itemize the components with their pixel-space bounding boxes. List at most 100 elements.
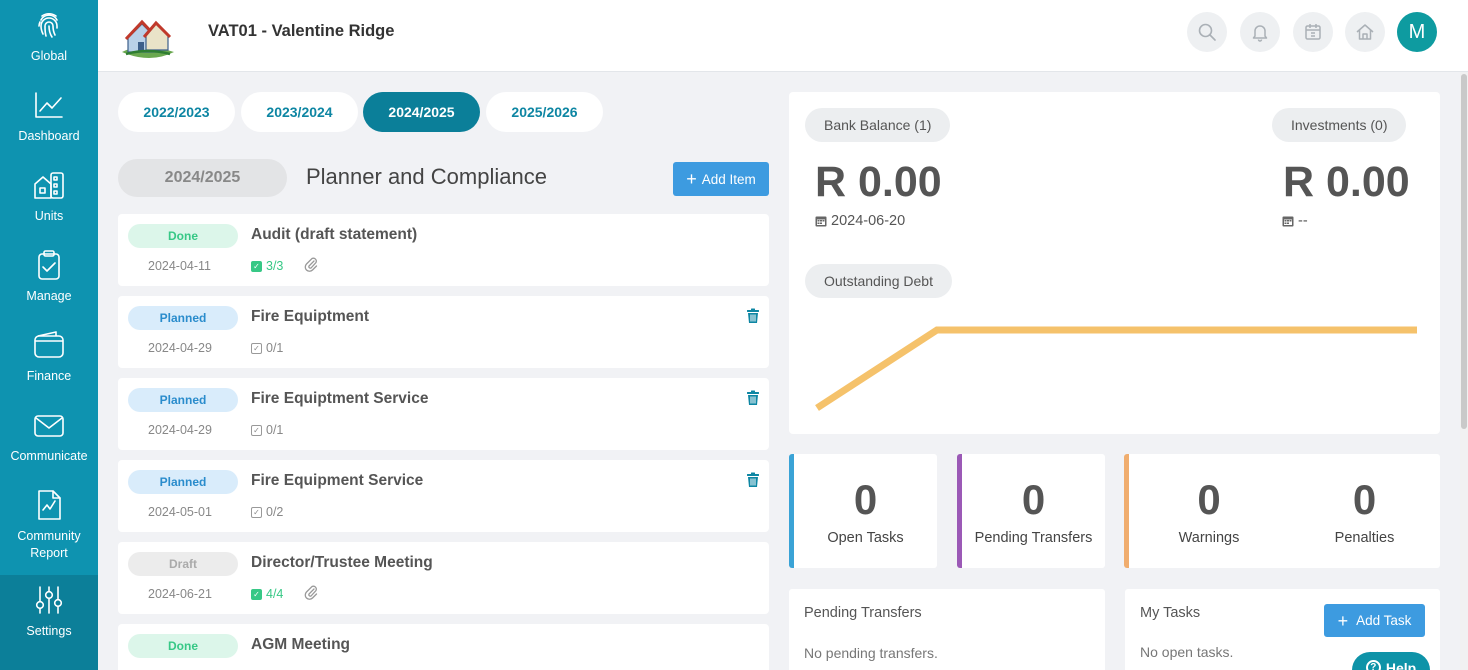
sidebar-item-settings[interactable]: Settings (0, 575, 98, 670)
warnings-stat[interactable]: 0 Warnings (1129, 454, 1289, 568)
calendar-icon (1305, 24, 1321, 40)
status-badge: Planned (128, 470, 238, 494)
sidebar-item-manage[interactable]: Manage (0, 240, 98, 320)
add-task-button[interactable]: + Add Task (1324, 604, 1425, 637)
bell-icon (1252, 25, 1268, 42)
outstanding-debt-pill[interactable]: Outstanding Debt (805, 264, 952, 298)
sidebar-item-label: Communicate (10, 449, 88, 463)
checklist-count: 3/3 (266, 259, 284, 273)
checklist-count: 0/2 (266, 505, 284, 519)
planner-item-name: Director/Trustee Meeting (251, 554, 433, 571)
stat-label: Penalties (1334, 530, 1395, 546)
planner-item[interactable]: Done AGM Meeting (118, 624, 769, 670)
sidebar-item-label: Finance (26, 369, 72, 383)
penalties-stat[interactable]: 0 Penalties (1289, 454, 1440, 568)
checklist-count: 0/1 (266, 341, 284, 355)
help-label: Help (1385, 660, 1417, 670)
empty-message: No open tasks. (1140, 644, 1234, 660)
checklist-progress: ✓ 0/2 (251, 505, 283, 519)
checkbox-icon: ✓ (251, 260, 262, 272)
sidebar: Global Dashboard Units Manage Finance Co… (0, 0, 98, 670)
tab-year-2024-2025[interactable]: 2024/2025 (363, 92, 480, 132)
sidebar-item-dashboard[interactable]: Dashboard (0, 80, 98, 160)
sidebar-item-global[interactable]: Global (0, 0, 98, 80)
planner-item-name: Audit (draft statement) (251, 226, 418, 243)
estate-logo (122, 19, 174, 58)
checkbox-icon: ✓ (251, 506, 262, 518)
pending-transfers-panel: Pending Transfers No pending transfers. (789, 589, 1105, 670)
planner-item-name: Fire Equiptment (251, 308, 369, 325)
tab-year-2022-2023[interactable]: 2022/2023 (118, 92, 235, 132)
stat-value: 0 (1197, 476, 1221, 523)
planner-year-label: 2024/2025 (118, 159, 287, 197)
checkbox-icon: ✓ (251, 588, 262, 600)
add-task-label: Add Task (1356, 613, 1412, 628)
sidebar-item-finance[interactable]: Finance (0, 320, 98, 400)
fingerprint-icon (38, 12, 58, 38)
page-title: VAT01 - Valentine Ridge (208, 22, 395, 40)
checkbox-icon: ✓ (251, 342, 262, 354)
panel-title: Pending Transfers (804, 605, 922, 621)
sidebar-item-community-report[interactable]: Community Report (0, 480, 98, 575)
checklist-progress: ✓ 0/1 (251, 341, 283, 355)
user-avatar[interactable]: M (1397, 12, 1437, 52)
sidebar-item-label: Manage (26, 289, 72, 303)
stat-label: Pending Transfers (974, 530, 1093, 546)
notifications-button[interactable] (1240, 12, 1280, 52)
paperclip-icon (304, 257, 318, 272)
investments-date: -- (1282, 213, 1308, 229)
investments-pill[interactable]: Investments (0) (1272, 108, 1407, 142)
plus-icon: + (1337, 610, 1349, 631)
planner-item-date: 2024-04-11 (148, 259, 212, 273)
status-badge: Done (128, 224, 238, 248)
stat-value: 0 (1352, 476, 1377, 523)
trash-icon[interactable] (746, 390, 760, 406)
trash-icon[interactable] (746, 472, 760, 488)
scrollbar-thumb[interactable] (1461, 74, 1467, 429)
search-button[interactable] (1187, 12, 1227, 52)
investments-value: R 0.00 (1283, 158, 1410, 206)
planner-title: Planner and Compliance (306, 164, 547, 189)
open-tasks-card[interactable]: 0 Open Tasks (789, 454, 937, 568)
planner-item[interactable]: Draft 2024-06-21 Director/Trustee Meetin… (118, 542, 769, 614)
sidebar-item-label: Settings (26, 624, 72, 638)
checklist-progress: ✓ 4/4 (251, 587, 283, 601)
outstanding-debt-chart (815, 326, 1417, 411)
stat-value: 0 (1021, 476, 1046, 523)
planner-item-name: Fire Equiptment Service (251, 390, 429, 407)
panel-title: My Tasks (1140, 605, 1201, 621)
sidebar-item-units[interactable]: Units (0, 160, 98, 240)
help-icon: ? (1365, 660, 1381, 670)
warnings-penalties-card: 0 Warnings 0 Penalties (1124, 454, 1440, 568)
planner-item[interactable]: Planned 2024-04-29 Fire Equiptment Servi… (118, 378, 769, 450)
help-button[interactable]: ? Help (1352, 652, 1430, 670)
planner-item-date: 2024-06-21 (148, 587, 212, 601)
sidebar-item-communicate[interactable]: Communicate (0, 400, 98, 480)
debt-series-line (815, 326, 1417, 411)
trash-icon[interactable] (746, 308, 760, 324)
paperclip-icon (304, 585, 318, 600)
planner-item-name: AGM Meeting (251, 636, 351, 653)
empty-message: No pending transfers. (804, 645, 938, 661)
bank-balance-pill[interactable]: Bank Balance (1) (805, 108, 951, 142)
pending-transfers-card[interactable]: 0 Pending Transfers (957, 454, 1105, 568)
clipboard-check-icon (38, 250, 60, 280)
wallet-icon (34, 331, 64, 358)
planner-item-date: 2024-04-29 (148, 423, 212, 437)
planner-item[interactable]: Done 2024-04-11 Audit (draft statement) … (118, 214, 769, 286)
report-icon (38, 490, 61, 520)
checklist-progress: ✓ 3/3 (251, 259, 283, 273)
building-icon (34, 172, 64, 199)
calendar-icon (815, 216, 827, 227)
calendar-button[interactable] (1293, 12, 1333, 52)
search-icon (1198, 23, 1216, 41)
planner-item[interactable]: Planned 2024-05-01 Fire Equipment Servic… (118, 460, 769, 532)
tab-year-2025-2026[interactable]: 2025/2026 (486, 92, 603, 132)
home-button[interactable] (1345, 12, 1385, 52)
planner-item-date: 2024-05-01 (148, 505, 212, 519)
add-item-button[interactable]: + Add Item (673, 162, 769, 196)
tab-year-2023-2024[interactable]: 2023/2024 (241, 92, 358, 132)
checklist-count: 4/4 (266, 587, 284, 601)
status-badge: Draft (128, 552, 238, 576)
planner-item[interactable]: Planned 2024-04-29 Fire Equiptment ✓ 0/1 (118, 296, 769, 368)
